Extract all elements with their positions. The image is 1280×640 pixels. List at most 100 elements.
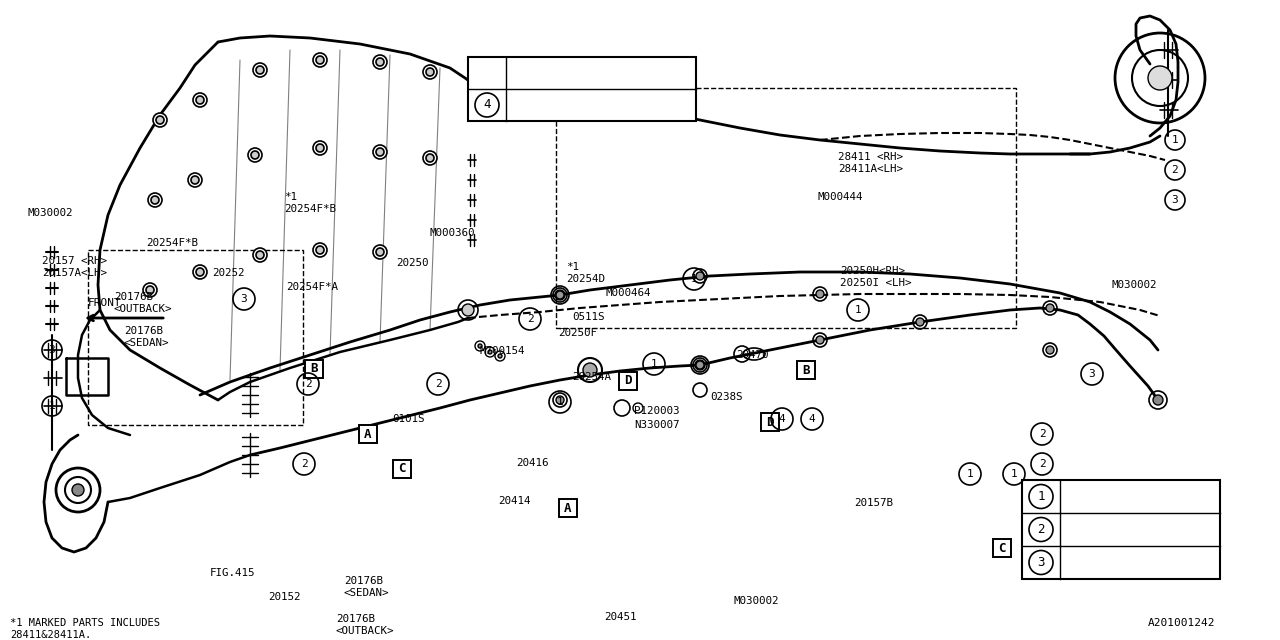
Text: 20250F: 20250F	[558, 328, 596, 338]
Text: 20157B: 20157B	[854, 498, 893, 508]
Text: A: A	[564, 502, 572, 515]
Text: 20254A: 20254A	[572, 372, 611, 382]
Text: M000411: M000411	[1066, 522, 1125, 536]
Text: 1: 1	[557, 397, 563, 407]
Text: FIG.415: FIG.415	[210, 568, 256, 578]
Text: M030002: M030002	[1112, 280, 1157, 290]
Circle shape	[817, 336, 824, 344]
Text: 20252: 20252	[212, 268, 244, 278]
Text: 20250: 20250	[396, 258, 429, 268]
Text: 3: 3	[1037, 556, 1044, 569]
Circle shape	[376, 248, 384, 256]
Text: 0238S: 0238S	[710, 392, 742, 402]
Bar	[993, 539, 1011, 557]
Text: 3: 3	[49, 345, 55, 355]
Text: 20058: 20058	[1066, 556, 1108, 570]
Bar	[797, 361, 815, 379]
Text: 1: 1	[855, 305, 861, 315]
Text: M030002: M030002	[733, 596, 780, 606]
Circle shape	[422, 151, 436, 165]
Text: *1
20254F*B: *1 20254F*B	[284, 192, 335, 214]
Circle shape	[582, 363, 596, 377]
Text: 1: 1	[1171, 135, 1179, 145]
Text: 20152: 20152	[268, 592, 301, 602]
Text: 20250H<RH>
20250I <LH>: 20250H<RH> 20250I <LH>	[840, 266, 911, 287]
Text: B: B	[310, 362, 317, 376]
Circle shape	[151, 196, 159, 204]
Circle shape	[256, 251, 264, 259]
Text: 28411 <RH>
28411A<LH>: 28411 <RH> 28411A<LH>	[838, 152, 902, 173]
Text: 20254F*A: 20254F*A	[285, 282, 338, 292]
Circle shape	[556, 396, 564, 404]
Bar	[1021, 480, 1220, 579]
Text: 0511S: 0511S	[572, 312, 604, 322]
Text: 20416: 20416	[516, 458, 549, 468]
Text: M000360: M000360	[430, 228, 475, 238]
Text: M700154: M700154	[480, 346, 526, 356]
Text: 2: 2	[1038, 459, 1046, 469]
Circle shape	[1046, 346, 1053, 354]
Text: 2: 2	[526, 314, 534, 324]
Text: N350022: N350022	[1066, 490, 1125, 504]
Circle shape	[148, 193, 163, 207]
Text: 3: 3	[1088, 369, 1096, 379]
Text: 1: 1	[1011, 469, 1018, 479]
Text: 20254F*B: 20254F*B	[146, 238, 198, 248]
Text: (-2305): (-2305)	[598, 100, 645, 110]
Circle shape	[696, 361, 704, 369]
Text: M030002: M030002	[28, 208, 73, 218]
Text: D: D	[767, 415, 773, 429]
Text: M000464: M000464	[605, 288, 652, 298]
Circle shape	[372, 245, 387, 259]
Circle shape	[314, 141, 326, 155]
Circle shape	[556, 290, 564, 300]
Text: 3: 3	[1171, 195, 1179, 205]
Text: FRONT: FRONT	[88, 298, 122, 308]
Bar	[393, 460, 411, 478]
Circle shape	[253, 248, 268, 262]
Circle shape	[695, 360, 705, 370]
Bar	[358, 425, 378, 443]
Bar	[762, 413, 780, 431]
Bar	[468, 57, 696, 121]
Text: 2: 2	[1038, 429, 1046, 439]
Text: 4: 4	[809, 414, 815, 424]
Text: 20176B
<SEDAN>: 20176B <SEDAN>	[124, 326, 169, 348]
Circle shape	[143, 283, 157, 297]
Circle shape	[426, 68, 434, 76]
Text: 4: 4	[778, 414, 786, 424]
Circle shape	[188, 173, 202, 187]
Text: 1: 1	[966, 469, 973, 479]
Text: 2: 2	[1171, 165, 1179, 175]
Text: 1: 1	[49, 401, 55, 411]
Circle shape	[498, 354, 502, 358]
Circle shape	[376, 58, 384, 66]
Text: A201001242: A201001242	[1148, 618, 1216, 628]
Text: *1 MARKED PARTS INCLUDES
28411&28411A.: *1 MARKED PARTS INCLUDES 28411&28411A.	[10, 618, 160, 639]
Circle shape	[156, 116, 164, 124]
Circle shape	[556, 291, 564, 299]
Text: 2: 2	[1037, 523, 1044, 536]
Circle shape	[314, 243, 326, 257]
Circle shape	[696, 272, 704, 280]
Bar	[620, 372, 637, 390]
Circle shape	[1153, 395, 1164, 405]
Text: 2: 2	[301, 459, 307, 469]
Text: 20068: 20068	[512, 67, 549, 79]
Text: 0101S: 0101S	[392, 414, 425, 424]
Circle shape	[1148, 66, 1172, 90]
Circle shape	[253, 63, 268, 77]
Text: 4: 4	[484, 99, 490, 111]
Circle shape	[154, 113, 166, 127]
Bar	[88, 250, 303, 425]
Circle shape	[477, 344, 483, 348]
Text: (2305-): (2305-)	[576, 68, 623, 78]
Circle shape	[314, 53, 326, 67]
Circle shape	[196, 268, 204, 276]
Bar	[556, 88, 1016, 328]
Circle shape	[72, 484, 84, 496]
Circle shape	[193, 265, 207, 279]
Circle shape	[251, 151, 259, 159]
Text: 20157 <RH>
20157A<LH>: 20157 <RH> 20157A<LH>	[42, 256, 108, 278]
Text: C: C	[998, 541, 1006, 554]
